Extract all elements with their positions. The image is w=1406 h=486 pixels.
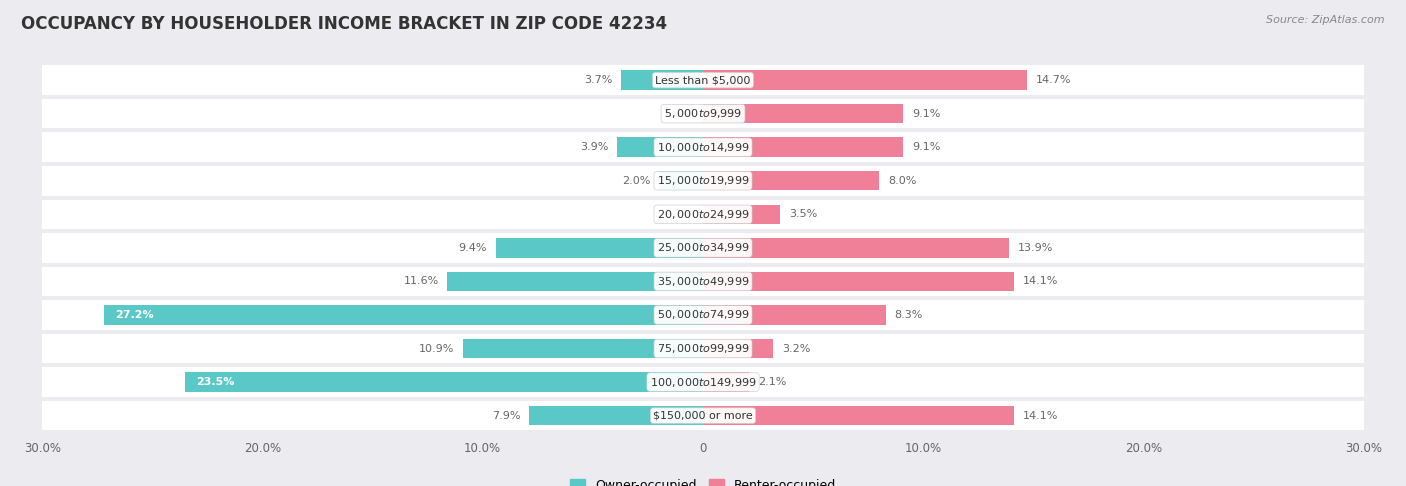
Text: $25,000 to $34,999: $25,000 to $34,999 bbox=[657, 242, 749, 254]
Bar bbox=[42, 166, 1364, 195]
Text: 10.9%: 10.9% bbox=[419, 344, 454, 353]
Bar bbox=[703, 305, 886, 325]
Bar bbox=[42, 401, 1364, 431]
Bar bbox=[42, 300, 1364, 330]
Bar bbox=[42, 200, 1364, 229]
Text: 14.7%: 14.7% bbox=[1036, 75, 1071, 85]
Text: 23.5%: 23.5% bbox=[197, 377, 235, 387]
Text: $15,000 to $19,999: $15,000 to $19,999 bbox=[657, 174, 749, 187]
Bar bbox=[186, 372, 703, 392]
Bar bbox=[621, 70, 703, 90]
Text: 7.9%: 7.9% bbox=[492, 411, 520, 420]
Text: $20,000 to $24,999: $20,000 to $24,999 bbox=[657, 208, 749, 221]
Bar bbox=[42, 65, 1364, 95]
Bar bbox=[703, 406, 1014, 425]
Text: $100,000 to $149,999: $100,000 to $149,999 bbox=[650, 376, 756, 388]
Text: Source: ZipAtlas.com: Source: ZipAtlas.com bbox=[1267, 15, 1385, 25]
Bar bbox=[703, 372, 749, 392]
Text: 11.6%: 11.6% bbox=[404, 277, 439, 286]
Text: 3.7%: 3.7% bbox=[585, 75, 613, 85]
Bar bbox=[659, 171, 703, 191]
Text: $150,000 or more: $150,000 or more bbox=[654, 411, 752, 420]
Bar bbox=[42, 367, 1364, 397]
Text: $35,000 to $49,999: $35,000 to $49,999 bbox=[657, 275, 749, 288]
Text: $50,000 to $74,999: $50,000 to $74,999 bbox=[657, 309, 749, 321]
Bar bbox=[703, 70, 1026, 90]
Text: $10,000 to $14,999: $10,000 to $14,999 bbox=[657, 141, 749, 154]
Bar bbox=[42, 334, 1364, 363]
Text: 9.1%: 9.1% bbox=[912, 109, 941, 119]
Bar bbox=[703, 205, 780, 224]
Text: 2.1%: 2.1% bbox=[758, 377, 786, 387]
Bar bbox=[463, 339, 703, 358]
Bar bbox=[703, 104, 904, 123]
Text: 3.2%: 3.2% bbox=[782, 344, 811, 353]
Text: 9.4%: 9.4% bbox=[458, 243, 486, 253]
Bar bbox=[42, 267, 1364, 296]
Bar bbox=[529, 406, 703, 425]
Text: $75,000 to $99,999: $75,000 to $99,999 bbox=[657, 342, 749, 355]
Bar bbox=[703, 238, 1010, 258]
Bar bbox=[104, 305, 703, 325]
Bar bbox=[42, 99, 1364, 128]
Bar bbox=[42, 233, 1364, 262]
Text: 8.3%: 8.3% bbox=[894, 310, 922, 320]
Bar bbox=[496, 238, 703, 258]
Legend: Owner-occupied, Renter-occupied: Owner-occupied, Renter-occupied bbox=[569, 479, 837, 486]
Text: 14.1%: 14.1% bbox=[1022, 411, 1057, 420]
Text: 3.9%: 3.9% bbox=[579, 142, 609, 152]
Text: 0.0%: 0.0% bbox=[664, 109, 692, 119]
Text: 2.0%: 2.0% bbox=[621, 176, 650, 186]
Text: 3.5%: 3.5% bbox=[789, 209, 817, 219]
Bar bbox=[447, 272, 703, 291]
Text: 27.2%: 27.2% bbox=[115, 310, 153, 320]
Text: 0.0%: 0.0% bbox=[664, 209, 692, 219]
Bar bbox=[703, 339, 773, 358]
Text: OCCUPANCY BY HOUSEHOLDER INCOME BRACKET IN ZIP CODE 42234: OCCUPANCY BY HOUSEHOLDER INCOME BRACKET … bbox=[21, 15, 668, 33]
Text: 8.0%: 8.0% bbox=[889, 176, 917, 186]
Text: Less than $5,000: Less than $5,000 bbox=[655, 75, 751, 85]
Text: 9.1%: 9.1% bbox=[912, 142, 941, 152]
Text: $5,000 to $9,999: $5,000 to $9,999 bbox=[664, 107, 742, 120]
Bar bbox=[42, 133, 1364, 162]
Bar bbox=[703, 138, 904, 157]
Bar bbox=[703, 272, 1014, 291]
Text: 13.9%: 13.9% bbox=[1018, 243, 1053, 253]
Text: 14.1%: 14.1% bbox=[1022, 277, 1057, 286]
Bar bbox=[617, 138, 703, 157]
Bar bbox=[703, 171, 879, 191]
